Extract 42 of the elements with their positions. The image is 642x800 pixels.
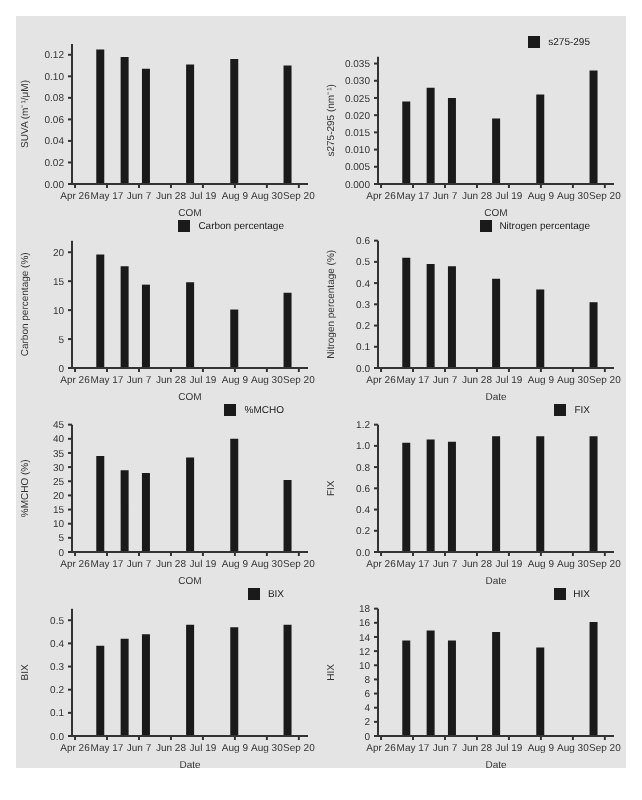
bar: [589, 302, 598, 368]
bar: [120, 470, 129, 552]
bar: [186, 64, 195, 184]
bar: [96, 254, 105, 368]
bar: [402, 101, 411, 184]
bar: [186, 282, 195, 368]
bar: [402, 640, 411, 736]
bar: [120, 56, 129, 184]
bar: [283, 624, 292, 736]
bar: [230, 59, 239, 184]
bar: [402, 257, 411, 368]
bar: [447, 97, 456, 184]
bar: [120, 266, 129, 368]
bar: [141, 284, 150, 368]
bar: [230, 627, 239, 736]
bar: [120, 638, 129, 736]
bar: [141, 68, 150, 184]
bar: [283, 480, 292, 552]
bar: [447, 640, 456, 736]
bar: [96, 456, 105, 552]
bar: [492, 632, 501, 736]
bar: [230, 438, 239, 552]
bar: [426, 630, 435, 736]
bar: [492, 278, 501, 368]
bar: [186, 457, 195, 552]
bar: [589, 622, 598, 736]
bar: [589, 70, 598, 184]
bar: [141, 634, 150, 736]
bar: [426, 87, 435, 184]
bar: [186, 624, 195, 736]
bar: [96, 645, 105, 736]
bar: [283, 292, 292, 368]
bar: [536, 289, 545, 368]
bar: [447, 266, 456, 368]
bar: [283, 65, 292, 184]
bar: [141, 473, 150, 552]
bar: [426, 264, 435, 368]
bar: [96, 49, 105, 184]
bar: [536, 94, 545, 184]
bar: [536, 647, 545, 736]
bar: [230, 309, 239, 368]
bar: [492, 118, 501, 184]
